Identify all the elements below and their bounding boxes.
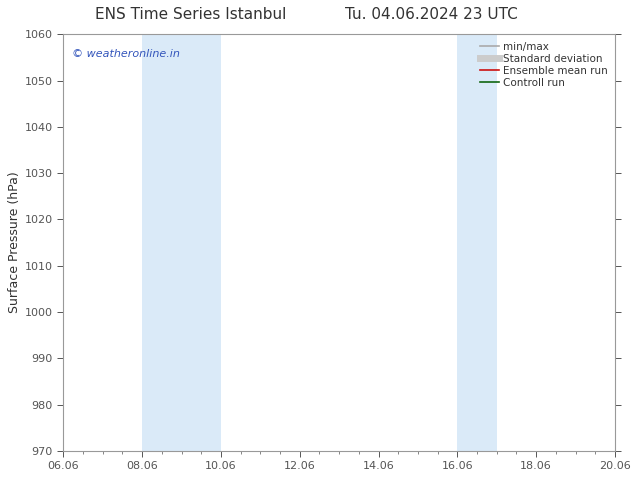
Text: ENS Time Series Istanbul: ENS Time Series Istanbul bbox=[94, 7, 286, 23]
Legend: min/max, Standard deviation, Ensemble mean run, Controll run: min/max, Standard deviation, Ensemble me… bbox=[478, 40, 610, 90]
Y-axis label: Surface Pressure (hPa): Surface Pressure (hPa) bbox=[8, 172, 21, 314]
Bar bbox=[457, 34, 497, 451]
Text: Tu. 04.06.2024 23 UTC: Tu. 04.06.2024 23 UTC bbox=[345, 7, 517, 23]
Text: © weatheronline.in: © weatheronline.in bbox=[72, 49, 179, 59]
Bar bbox=[142, 34, 221, 451]
